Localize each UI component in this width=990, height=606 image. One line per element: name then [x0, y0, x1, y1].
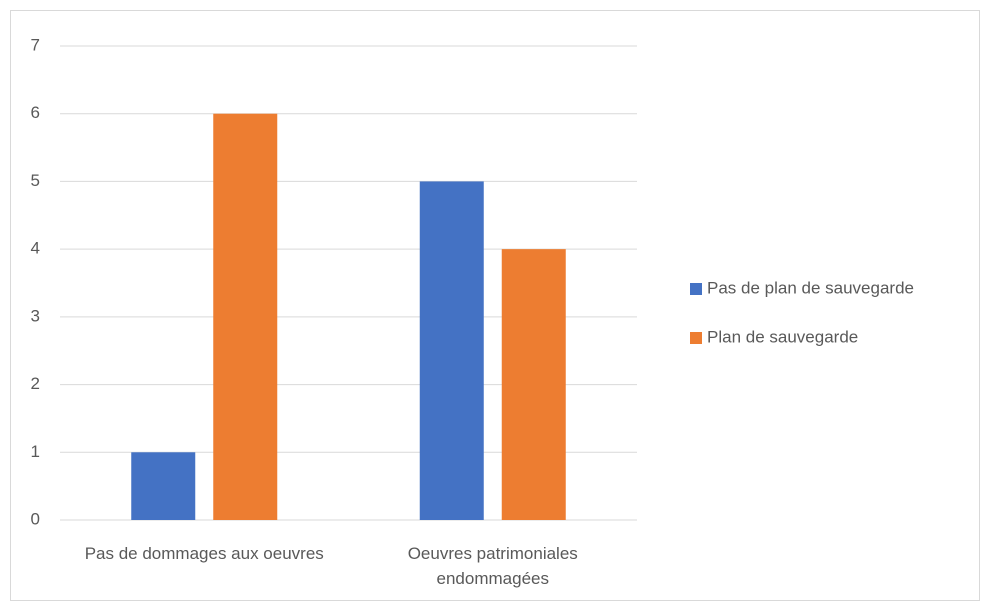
chart-border [10, 10, 980, 601]
y-tick-label: 4 [31, 239, 40, 258]
bar [213, 113, 278, 520]
x-tick-label: Pas de dommages aux oeuvres [84, 544, 324, 563]
legend-swatch [690, 283, 702, 295]
legend-label: Plan de sauvegarde [707, 327, 858, 346]
legend-swatch [690, 332, 702, 344]
bar [131, 452, 196, 520]
y-tick-label: 2 [31, 374, 40, 393]
bar [419, 181, 484, 520]
y-tick-label: 0 [31, 509, 40, 528]
legend-label: Pas de plan de sauvegarde [707, 278, 914, 297]
x-tick-label: Oeuvres patrimoniales endommagées [407, 544, 578, 588]
bar [501, 249, 566, 520]
y-tick-label: 6 [31, 103, 40, 122]
y-tick-label: 1 [31, 442, 40, 461]
y-tick-label: 5 [31, 171, 40, 190]
y-tick-label: 3 [31, 306, 40, 325]
y-tick-label: 7 [31, 35, 40, 54]
